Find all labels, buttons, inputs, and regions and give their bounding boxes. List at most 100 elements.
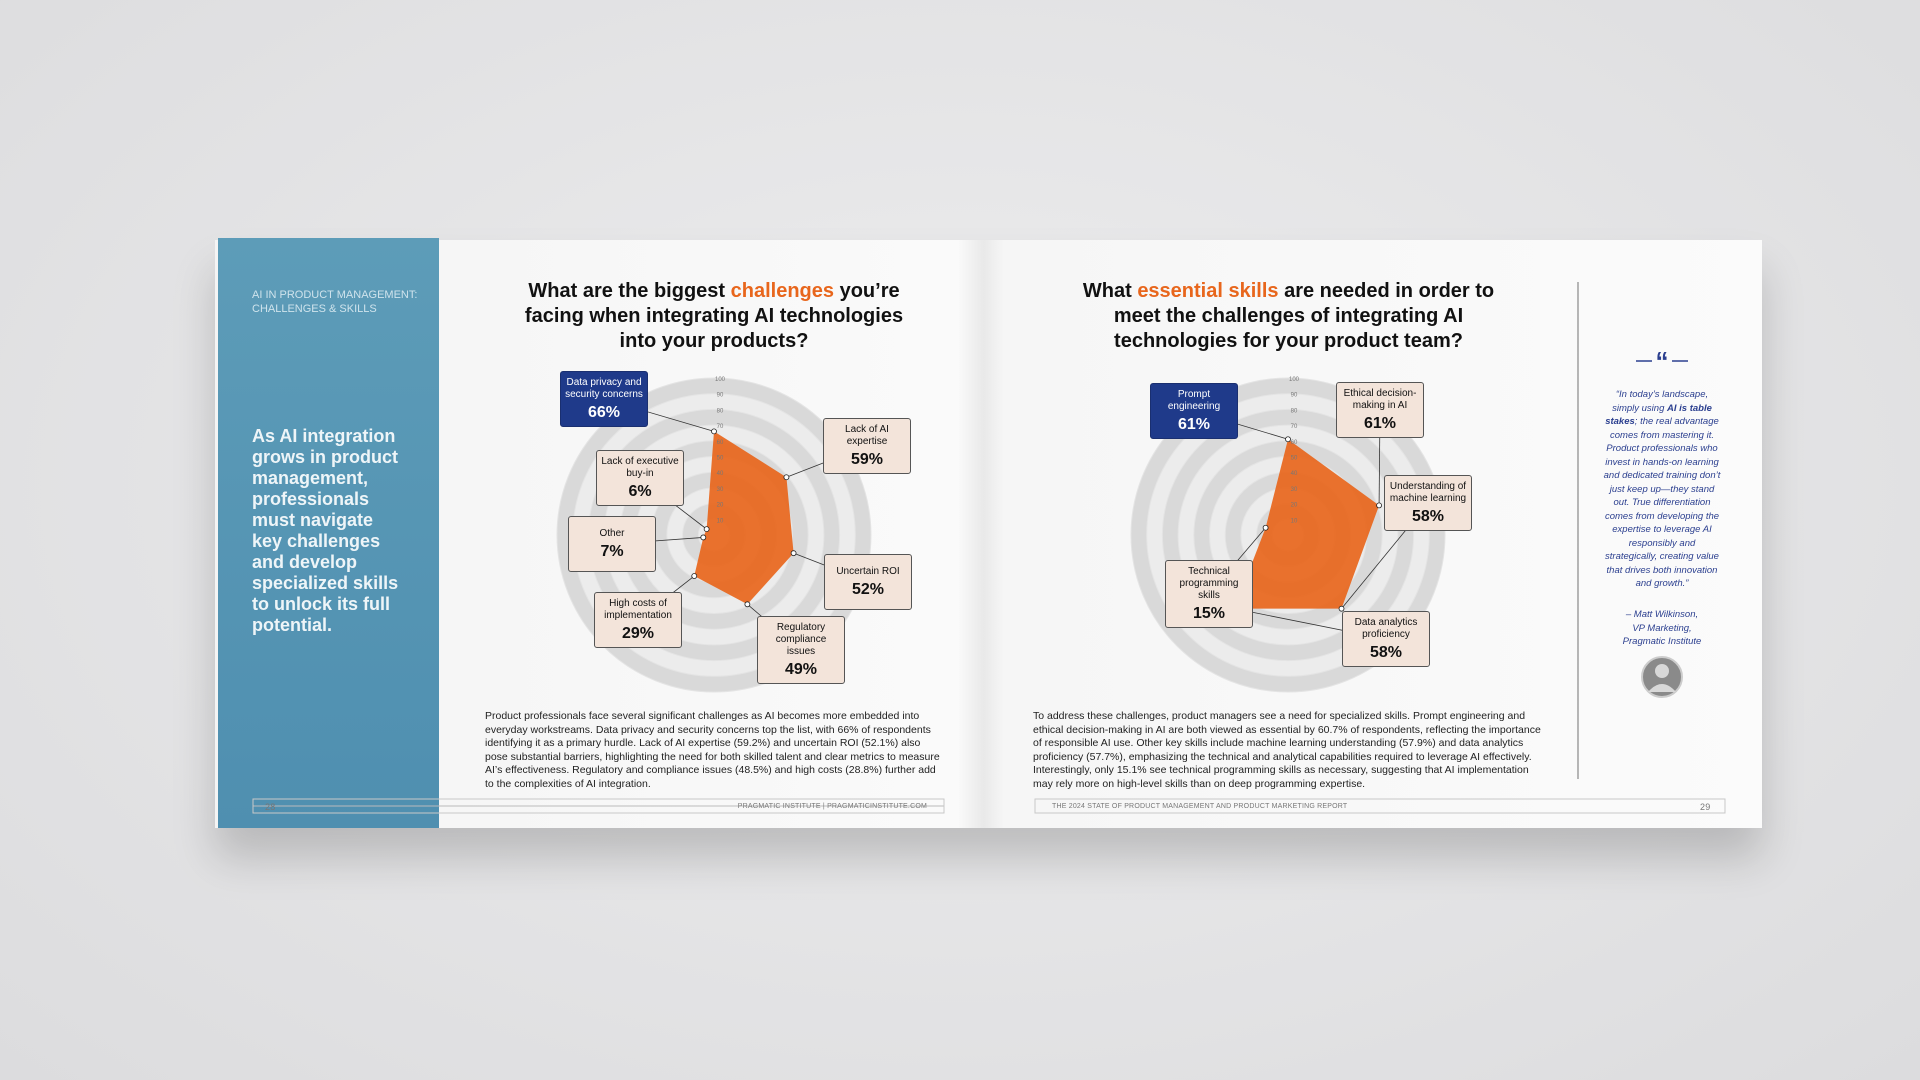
category-label: Regulatory compliance issues 49%	[757, 616, 845, 684]
value-label: 58%	[1411, 508, 1445, 525]
value-label: 15%	[1192, 605, 1226, 622]
value-label: 61%	[1177, 416, 1211, 433]
r-tick-label: 60	[1291, 440, 1298, 446]
r-tick-label: 50	[1291, 456, 1298, 462]
quote-bold: AI is table stakes	[1605, 402, 1712, 428]
category-label: Data analytics proficiency 58%	[1342, 611, 1430, 667]
title-highlight: essential skills	[1137, 280, 1279, 302]
quote-text: “In today’s landscape, simply using	[1612, 389, 1709, 414]
category-label: Lack of executive buy-in 6%	[596, 450, 684, 506]
page-number: 28	[265, 802, 276, 812]
title-text: What are the biggest	[528, 280, 731, 302]
category-name: Lack of AI expertise	[845, 424, 889, 447]
value-label: 29%	[621, 625, 655, 642]
sidebar-statement: As AI integration grows in product manag…	[252, 426, 399, 635]
r-tick-label: 30	[717, 487, 724, 493]
r-tick-label: 70	[717, 424, 724, 430]
avatar-head	[1655, 664, 1669, 678]
r-tick-label: 60	[717, 440, 724, 446]
r-tick-label: 80	[1291, 408, 1298, 414]
r-tick-label: 90	[1291, 393, 1298, 399]
data-point	[691, 573, 698, 579]
value-label: 49%	[784, 661, 818, 678]
category-label: Prompt engineering 61%	[1150, 383, 1238, 439]
title-text: are needed in order to meet the challeng…	[1113, 280, 1495, 352]
r-tick-label: 10	[1291, 518, 1298, 524]
value-label: 61%	[1363, 415, 1397, 432]
category-name: Prompt engineering	[1167, 389, 1221, 412]
r-tick-label: 80	[717, 408, 724, 414]
footer-frame	[252, 798, 945, 814]
page-number: 29	[1700, 802, 1711, 812]
section-line: AI IN PRODUCT MANAGEMENT:	[252, 289, 418, 301]
category-name: Data privacy and security concerns	[565, 377, 643, 400]
sidebar	[218, 238, 439, 828]
value-label: 59%	[850, 451, 884, 468]
r-tick-label: 40	[1291, 471, 1298, 477]
footer-text: THE 2024 STATE OF PRODUCT MANAGEMENT AND…	[1052, 803, 1348, 810]
r-tick-label: 100	[715, 377, 726, 383]
attribution: – Matt Wilkinson, VP Marketing, Pragmatic …	[1602, 608, 1722, 649]
radar-area	[1234, 439, 1380, 609]
quote-text: ; the real advantage comes from masterin…	[1603, 416, 1721, 589]
category-name: Ethical decision-making in AI	[1343, 388, 1417, 411]
category-label: High costs of implementation 29%	[594, 592, 682, 648]
category-name: High costs of implementation	[604, 598, 672, 621]
value-label: 58%	[1369, 644, 1403, 661]
radar-area	[694, 431, 794, 605]
quote: “In today’s landscape, simply using AI i…	[1602, 388, 1722, 591]
category-label: Lack of AI expertise 59%	[823, 418, 911, 474]
data-point	[744, 601, 751, 608]
attribution-line: – Matt Wilkinson,	[1625, 609, 1699, 620]
category-label: Technical programming skills 15%	[1165, 560, 1253, 628]
category-name: Uncertain ROI	[836, 566, 900, 577]
category-label: Data privacy and security concerns 66%	[560, 371, 648, 427]
r-tick-label: 20	[1291, 503, 1298, 509]
spread	[215, 240, 1762, 828]
quote-mark: “	[1656, 346, 1669, 376]
data-point	[1262, 524, 1269, 531]
category-name: Technical programming skills	[1179, 566, 1239, 601]
chart-title: What essential skills are needed in orde…	[1076, 279, 1501, 354]
radar-chart: 10 20 30 40 50 60 70 80 90 100	[1130, 377, 1446, 693]
value-label: 7%	[600, 543, 624, 560]
r-tick-label: 70	[1291, 424, 1298, 430]
category-label: Uncertain ROI 52%	[824, 554, 912, 610]
value-label: 52%	[851, 581, 885, 598]
data-point	[700, 534, 707, 541]
paragraph: Product professionals face several signi…	[485, 710, 940, 790]
category-name: Regulatory compliance issues	[775, 622, 827, 657]
category-name: Lack of executive buy-in	[601, 456, 679, 479]
category-name: Data analytics proficiency	[1354, 617, 1418, 640]
data-point	[1285, 436, 1291, 443]
value-label: 66%	[587, 404, 621, 421]
r-tick-label: 100	[1289, 377, 1300, 383]
section-label: AI IN PRODUCT MANAGEMENT: CHALLENGES & SK…	[252, 288, 417, 316]
category-name: Other	[599, 528, 625, 539]
data-point	[711, 428, 717, 435]
data-point	[1376, 502, 1382, 509]
data-point	[790, 550, 797, 557]
r-tick-label: 40	[717, 471, 724, 477]
value-label: 6%	[628, 483, 652, 500]
section-line: CHALLENGES & SKILLS	[252, 303, 377, 315]
r-tick-label: 10	[717, 518, 724, 524]
category-label: Ethical decision-making in AI 61%	[1336, 382, 1424, 438]
footer-frame	[1034, 798, 1726, 814]
chart-title: What are the biggest challenges you’re f…	[504, 279, 924, 354]
attribution-line: Pragmatic Institute	[1622, 636, 1702, 647]
title-text: What	[1082, 280, 1138, 302]
attribution-line: VP Marketing,	[1632, 622, 1692, 634]
category-label: Understanding of machine learning 58%	[1384, 475, 1472, 531]
data-point	[1338, 605, 1345, 612]
r-tick-label: 30	[1291, 487, 1298, 493]
category-label: Other 7%	[568, 516, 656, 572]
title-text: you’re facing when integrating AI techno…	[524, 280, 904, 352]
radar-chart: 10 20 30 40 50 60 70 80 90 100	[556, 377, 872, 693]
category-name: Understanding of machine learning	[1389, 481, 1467, 504]
r-tick-label: 20	[717, 503, 724, 509]
title-highlight: challenges	[730, 280, 835, 302]
r-tick-label: 90	[717, 393, 724, 399]
